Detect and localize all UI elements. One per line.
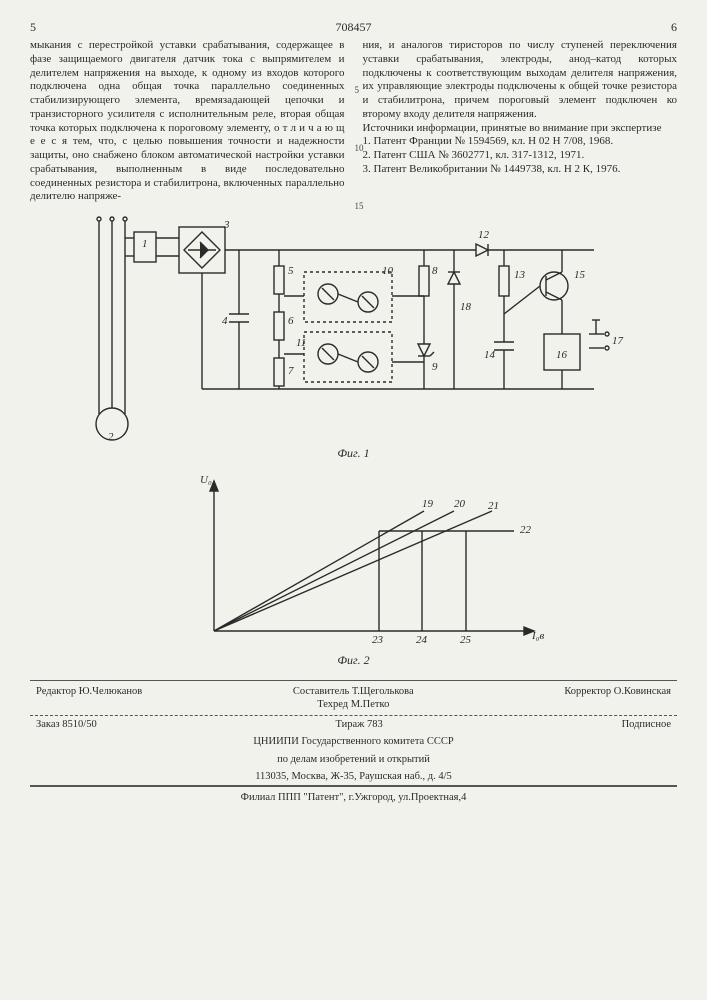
compiler: Составитель Т.Щеголькова	[293, 686, 414, 697]
order-number: Заказ 8510/50	[36, 718, 97, 731]
institution-2: по делам изобретений и открытий	[30, 751, 677, 768]
node-13: 13	[514, 269, 526, 281]
node-14: 14	[484, 349, 496, 361]
sources-heading: Источники информации, принятые во вниман…	[363, 122, 678, 136]
right-column: ния, и аналогов тиристоров по числу ступ…	[363, 39, 678, 204]
colophon: Редактор Ю.Челюканов Составитель Т.Щегол…	[30, 680, 677, 786]
node-6: 6	[288, 315, 294, 327]
subscription: Подписное	[622, 718, 671, 731]
y-axis-label: U₀	[200, 474, 212, 486]
source-2: 2. Патент США № 3602771, кл. 317-1312, 1…	[363, 149, 678, 163]
node-9: 9	[432, 361, 438, 373]
left-column: мыкания с перестройкой уставки срабатыва…	[30, 39, 345, 204]
techred: Техред М.Петко	[317, 699, 389, 710]
editor: Редактор Ю.Челюканов	[36, 685, 142, 711]
circuit-schematic: 1 2 3 4 5 6 7 8 9 10 11 12 13 14 15 16 1…	[84, 214, 624, 444]
node-7: 7	[288, 365, 294, 377]
line-19: 19	[422, 498, 434, 510]
tick-25: 25	[460, 634, 472, 646]
figure-2: U₀ I₀в 19 20 21 22 23 24 25 Фиг. 2	[30, 471, 677, 668]
footer-press: Филиал ППП "Патент", г.Ужгород, ул.Проек…	[30, 786, 677, 804]
node-4: 4	[222, 315, 228, 327]
address: 113035, Москва, Ж-35, Раушская наб., д. …	[30, 768, 677, 785]
right-column-text: ния, и аналогов тиристоров по числу ступ…	[363, 39, 678, 122]
line-20: 20	[454, 498, 466, 510]
line-21: 21	[488, 500, 499, 512]
node-2: 2	[108, 431, 114, 443]
x-axis-label: I₀в	[531, 630, 544, 642]
left-column-text: мыкания с перестройкой уставки срабатыва…	[30, 39, 345, 204]
node-10: 10	[382, 265, 394, 277]
node-11: 11	[296, 337, 306, 349]
node-16: 16	[556, 349, 568, 361]
node-18: 18	[460, 301, 472, 313]
node-15: 15	[574, 269, 586, 281]
node-12: 12	[478, 229, 490, 241]
tick-23: 23	[372, 634, 384, 646]
tiraj: Тираж 783	[335, 718, 382, 731]
figure-1: 1 2 3 4 5 6 7 8 9 10 11 12 13 14 15 16 1…	[30, 214, 677, 461]
source-3: 3. Патент Великобритании № 1449738, кл. …	[363, 163, 678, 177]
text-columns: мыкания с перестройкой уставки срабатыва…	[30, 39, 677, 204]
source-1: 1. Патент Франции № 1594569, кл. Н 02 Н …	[363, 135, 678, 149]
node-5: 5	[288, 265, 294, 277]
fig2-label: Фиг. 2	[30, 653, 677, 668]
institution-1: ЦНИИПИ Государственного комитета СССР	[30, 733, 677, 750]
graph: U₀ I₀в 19 20 21 22 23 24 25	[144, 471, 564, 651]
node-1: 1	[142, 238, 148, 250]
threshold-22: 22	[520, 524, 532, 536]
node-8: 8	[432, 265, 438, 277]
document-number: 708457	[36, 20, 671, 35]
tick-24: 24	[416, 634, 428, 646]
line-mark-5: 5	[355, 85, 360, 96]
page-number-right: 6	[671, 20, 677, 35]
corrector: Корректор О.Ковинская	[564, 685, 671, 711]
fig1-label: Фиг. 1	[30, 446, 677, 461]
node-3: 3	[223, 219, 230, 231]
node-17: 17	[612, 335, 624, 347]
header: 5 708457 6	[30, 20, 677, 35]
